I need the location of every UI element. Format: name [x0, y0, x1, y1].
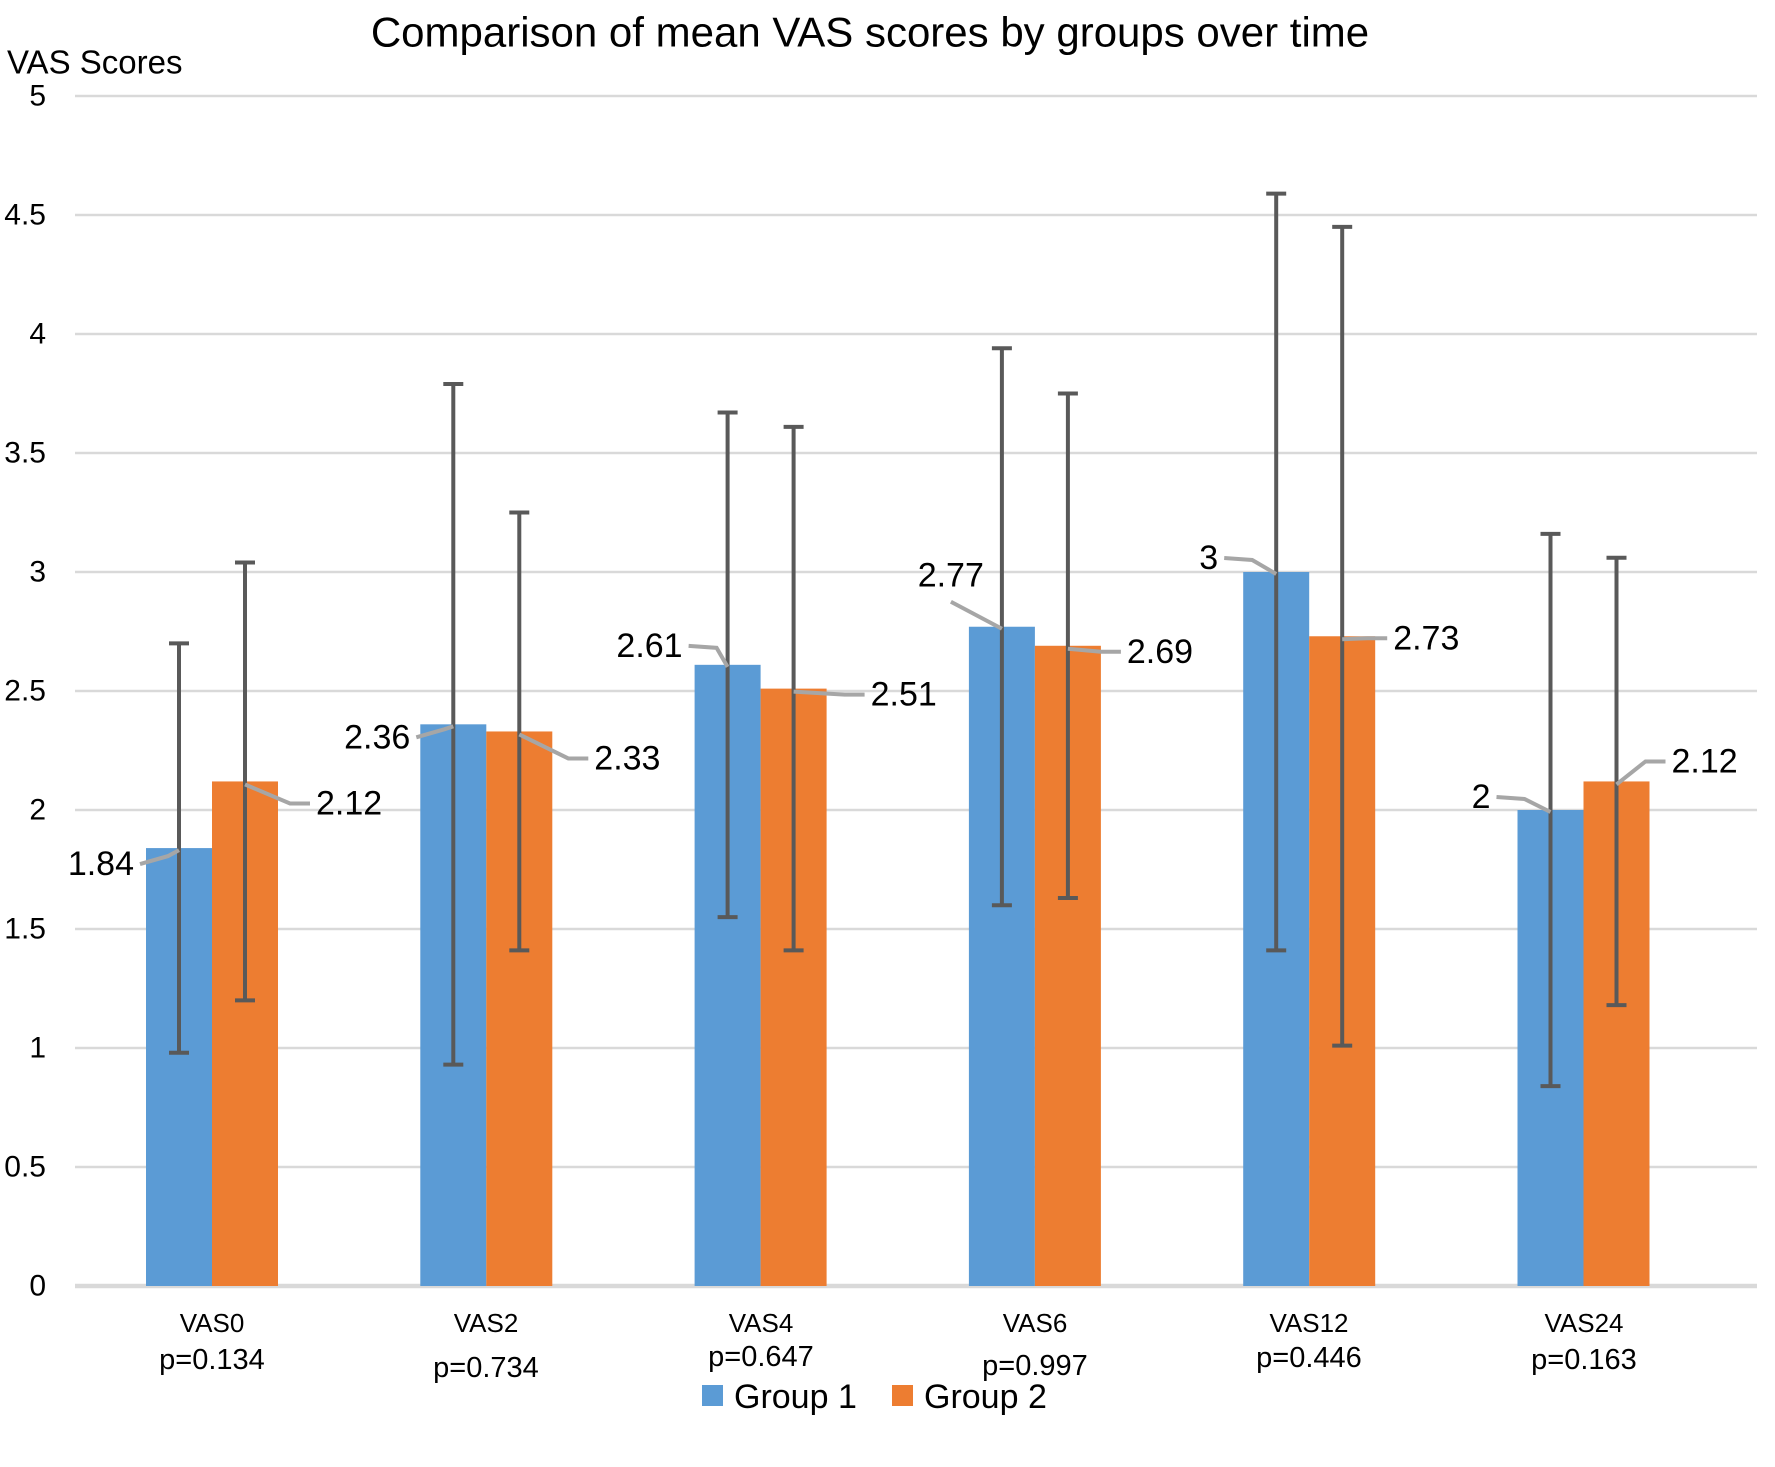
- p-value-label: p=0.997: [982, 1350, 1088, 1382]
- y-tick: 3: [29, 556, 46, 589]
- x-category-label: VAS12: [1269, 1308, 1348, 1338]
- p-value-label: p=0.647: [708, 1341, 814, 1373]
- data-label-group1-vas2: 2.36: [344, 718, 410, 756]
- x-category-label: VAS24: [1544, 1308, 1623, 1338]
- error-bar-group2-vas24: [1606, 555, 1627, 1008]
- y-tick: 5: [29, 80, 46, 113]
- error-bar-group2-vas2: [509, 510, 530, 953]
- y-tick: 0.5: [4, 1151, 46, 1184]
- x-category-label: VAS4: [729, 1308, 794, 1338]
- chart-title: Comparison of mean VAS scores by groups …: [371, 9, 1369, 56]
- leader-line-vas6: [949, 599, 1003, 631]
- leader-line-vas6: [1067, 646, 1121, 654]
- leader-line-vas24: [1615, 759, 1666, 787]
- y-tick: 2: [29, 794, 46, 827]
- error-bar-group2-vas6: [1057, 391, 1078, 901]
- data-labels: 1.84 2.12 2.36 2.33 2.61 2.51 2.77 2.69 3 2.73 2 2.…: [68, 539, 1738, 883]
- leader-line-vas0: [139, 848, 180, 867]
- y-tick: 3.5: [4, 437, 46, 470]
- x-category-label: VAS0: [180, 1308, 245, 1338]
- legend-swatch-group2: [892, 1385, 913, 1406]
- data-label-group1-vas12: 3: [1199, 539, 1218, 577]
- error-bar-group2-vas0: [235, 560, 255, 1003]
- error-bar-group2-vas12: [1332, 224, 1353, 1048]
- x-category-label: VAS6: [1003, 1308, 1068, 1338]
- data-label-group1-vas24: 2: [1472, 778, 1491, 816]
- x-category-labels: VAS0 VAS2 VAS4 VAS6 VAS12 VAS24: [180, 1308, 1624, 1338]
- data-label-group2-vas0: 2.12: [316, 784, 382, 822]
- legend-swatch-group1: [702, 1385, 723, 1406]
- leader-line-vas4: [793, 689, 865, 697]
- error-bars: [169, 191, 1627, 1089]
- error-bar-group1-vas2: [443, 381, 464, 1067]
- data-label-group1-vas0: 1.84: [68, 845, 134, 883]
- leader-line-vas12: [1224, 556, 1278, 576]
- p-value-label: p=0.163: [1531, 1344, 1637, 1376]
- x-pvalue-labels: p=0.134 p=0.734 p=0.647 p=0.997 p=0.446 …: [159, 1341, 1637, 1384]
- legend-label-group1: Group 1: [734, 1378, 857, 1416]
- y-axis-title: VAS Scores: [7, 44, 182, 81]
- data-label-group2-vas24: 2.12: [1672, 742, 1738, 780]
- data-label-group1-vas4: 2.61: [616, 627, 682, 665]
- leader-lines: [139, 556, 1666, 867]
- y-tick: 1.5: [4, 913, 46, 946]
- legend-label-group2: Group 2: [924, 1378, 1047, 1416]
- x-category-label: VAS2: [454, 1308, 519, 1338]
- legend: Group 1 Group 2: [702, 1378, 1047, 1416]
- data-label-group2-vas4: 2.51: [871, 676, 937, 714]
- leader-line-vas0: [244, 782, 310, 806]
- p-value-label: p=0.734: [433, 1352, 539, 1384]
- leader-line-vas12: [1342, 636, 1388, 642]
- error-bar-group1-vas0: [169, 641, 189, 1055]
- leader-line-vas24: [1496, 795, 1552, 814]
- p-value-label: p=0.134: [159, 1344, 265, 1376]
- p-value-label: p=0.446: [1256, 1342, 1362, 1374]
- y-tick: 4.5: [4, 199, 46, 232]
- error-bar-group2-vas4: [783, 424, 804, 953]
- leader-line-vas2: [415, 724, 454, 740]
- data-label-group2-vas12: 2.73: [1393, 619, 1459, 657]
- bars: [146, 572, 1650, 1286]
- leader-line-vas2: [518, 732, 589, 761]
- y-tick: 4: [29, 318, 46, 351]
- data-label-group2-vas6: 2.69: [1127, 633, 1193, 671]
- leader-line-vas4: [688, 643, 730, 668]
- y-tick: 1: [29, 1032, 46, 1065]
- y-tick: 2.5: [4, 675, 46, 708]
- gridlines: [75, 94, 1757, 1289]
- y-tick-labels: 5 4.5 4 3.5 3 2.5 2 1.5 1 0.5 0: [4, 80, 46, 1303]
- y-tick: 0: [29, 1270, 46, 1303]
- data-label-group1-vas6: 2.77: [918, 557, 984, 595]
- data-label-group2-vas2: 2.33: [594, 739, 660, 777]
